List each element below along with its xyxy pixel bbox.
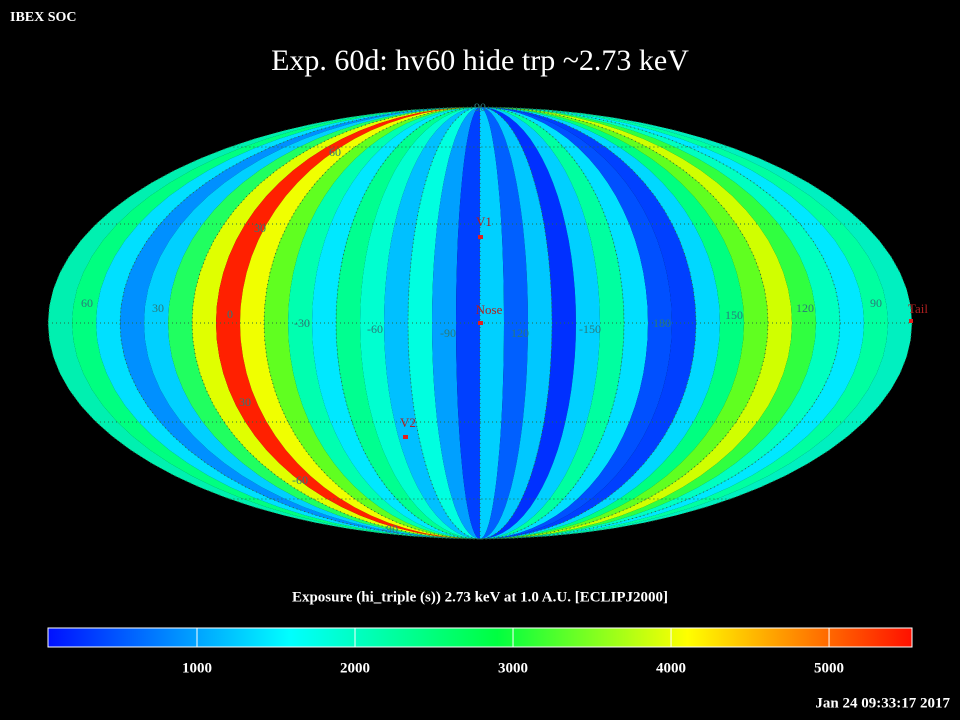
colorbar-label: Exposure (hi_triple (s)) 2.73 keV at 1.0… bbox=[292, 589, 668, 605]
marker bbox=[909, 319, 913, 323]
marker bbox=[478, 321, 483, 325]
grid-label: -60 bbox=[292, 473, 308, 487]
map-cell bbox=[360, 107, 480, 539]
grid-label: 90 bbox=[474, 100, 486, 114]
markers: V1 Nose V2 Tail bbox=[400, 214, 928, 439]
sky-map bbox=[48, 107, 912, 539]
grid-label: 180 bbox=[653, 316, 671, 330]
marker-label: V2 bbox=[400, 415, 416, 430]
grid-label: -60 bbox=[367, 322, 383, 336]
grid-label: -150 bbox=[579, 322, 601, 336]
map-cell bbox=[480, 107, 648, 539]
map-cell bbox=[312, 107, 480, 539]
tick-label: 2000 bbox=[340, 660, 370, 676]
map-cell bbox=[480, 107, 624, 539]
grid-label: 30 bbox=[254, 221, 266, 235]
grid-label: 120 bbox=[511, 326, 529, 340]
grid-label: 60 bbox=[329, 145, 341, 159]
map-cell bbox=[480, 107, 600, 539]
grid-label: 30 bbox=[152, 301, 164, 315]
title: Exp. 60d: hv60 hide trp ~2.73 keV bbox=[271, 44, 689, 77]
tick-label: 5000 bbox=[814, 660, 844, 676]
grid-label: 60 bbox=[81, 296, 93, 310]
grid-label: -90 bbox=[440, 326, 456, 340]
grid-label: -90 bbox=[382, 522, 398, 536]
marker-label: Nose bbox=[476, 302, 503, 317]
marker bbox=[403, 435, 408, 439]
grid-label: -30 bbox=[294, 316, 310, 330]
grid-label: 120 bbox=[796, 301, 814, 315]
map-cell bbox=[384, 107, 480, 539]
grid-label: 30 bbox=[239, 395, 251, 409]
colorbar bbox=[47, 627, 913, 648]
colorbar-ticks: 1000 2000 3000 4000 5000 bbox=[182, 628, 844, 676]
marker-label: V1 bbox=[476, 214, 492, 229]
tick-label: 1000 bbox=[182, 660, 212, 676]
tick-label: 4000 bbox=[656, 660, 686, 676]
map-cell bbox=[480, 107, 576, 539]
map-cell bbox=[408, 107, 480, 539]
marker bbox=[478, 235, 483, 239]
timestamp: Jan 24 09:33:17 2017 bbox=[815, 695, 950, 711]
source: IBEX SOC bbox=[10, 10, 77, 25]
map-cell bbox=[480, 107, 552, 539]
marker-label: Tail bbox=[908, 301, 928, 316]
grid-label: 90 bbox=[870, 296, 882, 310]
tick-label: 3000 bbox=[498, 660, 528, 676]
grid-label: 0 bbox=[227, 307, 233, 321]
grid-label: 150 bbox=[725, 308, 743, 322]
map-cell bbox=[336, 107, 480, 539]
grid-labels: 90 60 30 60 30 0 -30 -60 -90 120 -150 18… bbox=[81, 100, 882, 536]
